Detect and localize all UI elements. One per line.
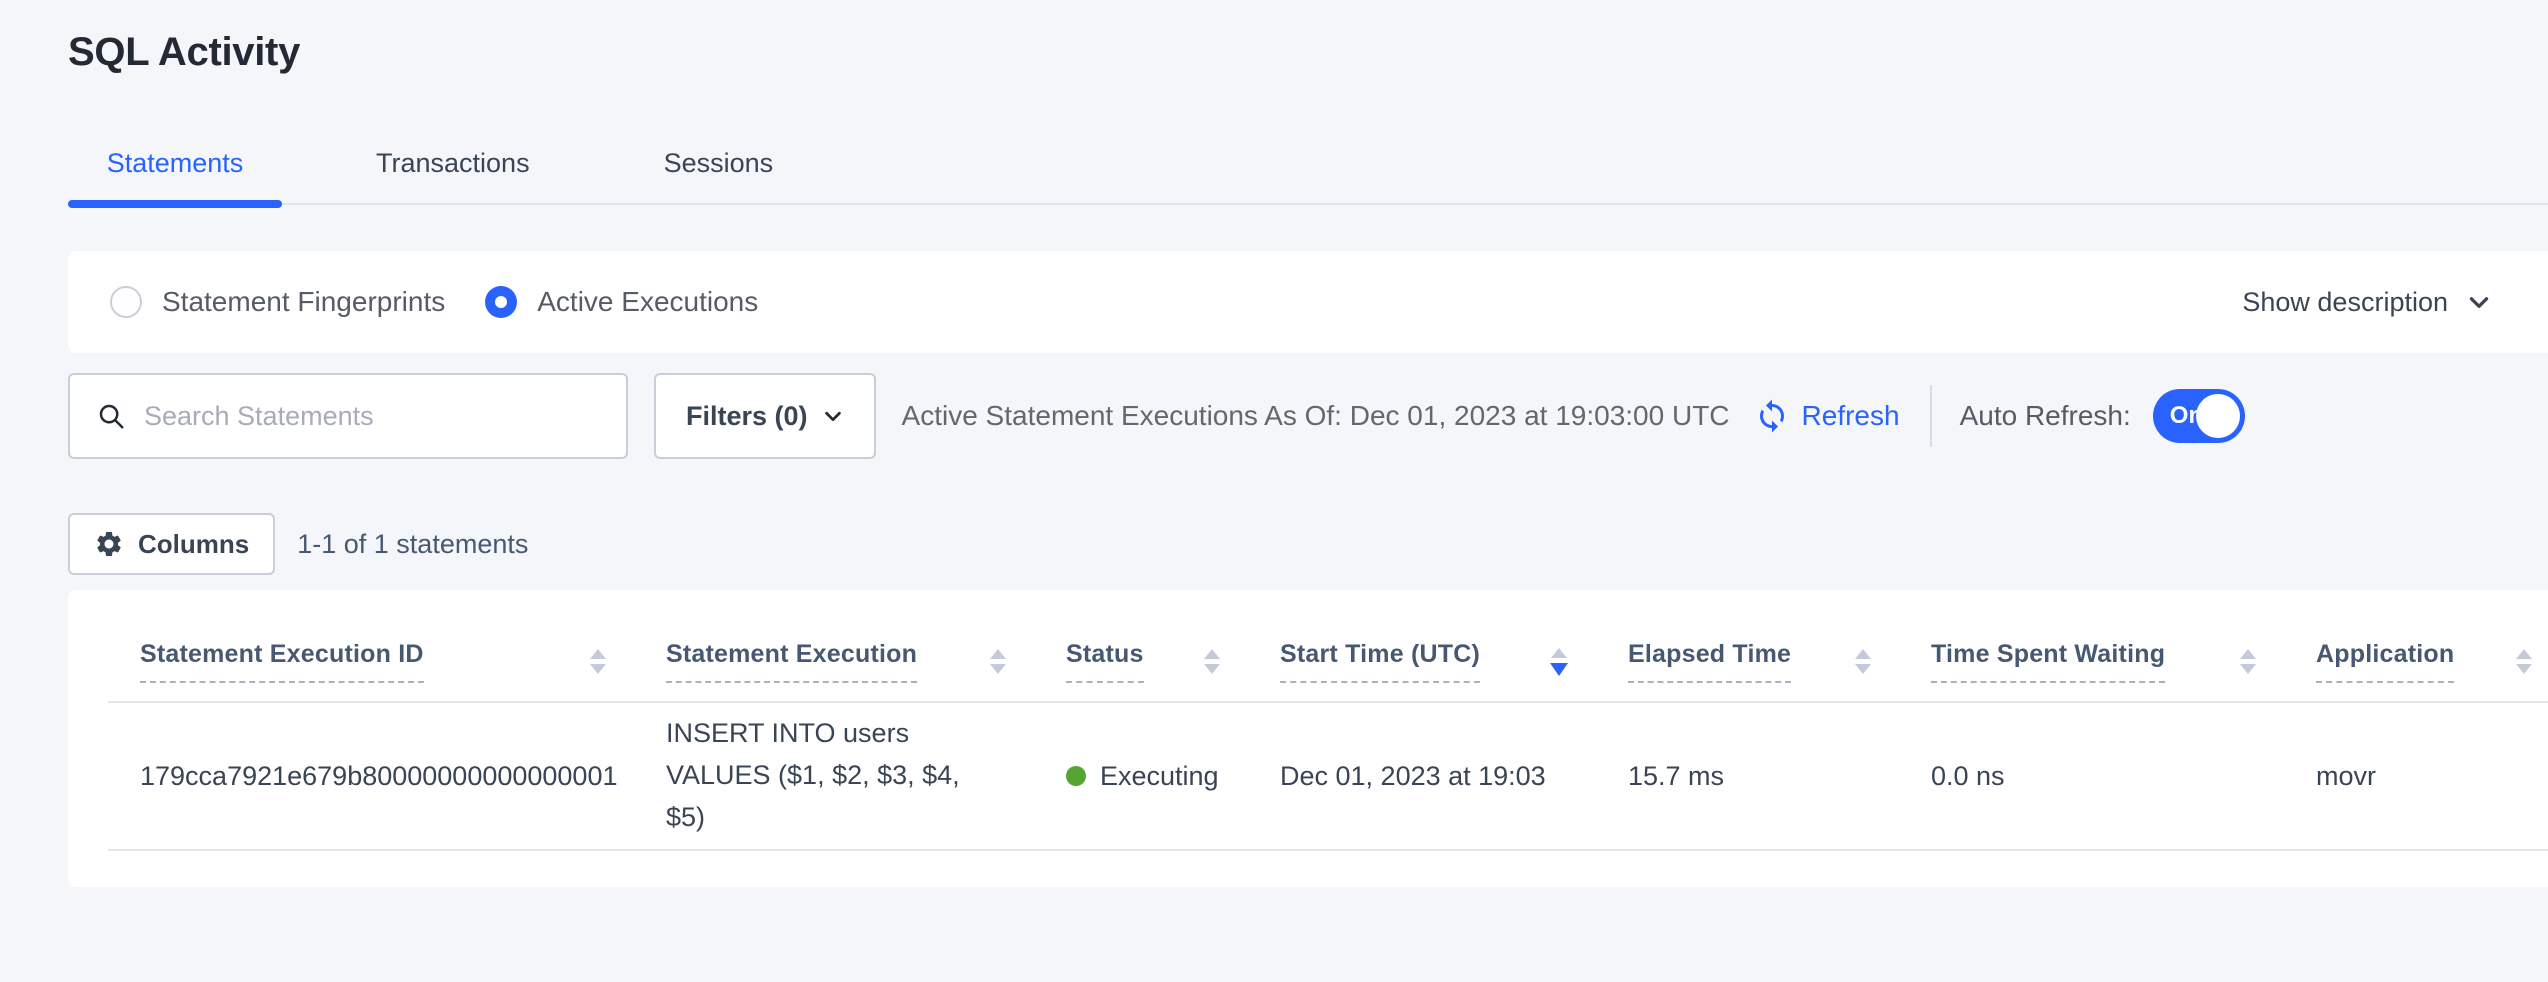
column-header-status[interactable]: Status xyxy=(1066,640,1280,683)
table-header-row: Statement Execution ID Statement Executi… xyxy=(108,590,2548,703)
tab-divider xyxy=(68,200,2548,208)
auto-refresh-label: Auto Refresh: xyxy=(1959,400,2131,431)
chevron-down-icon xyxy=(2469,297,2489,308)
auto-refresh-toggle[interactable]: On xyxy=(2152,389,2245,443)
page-title: SQL Activity xyxy=(68,30,301,74)
sort-arrows-icon xyxy=(2240,649,2256,674)
search-box[interactable] xyxy=(68,373,628,459)
column-header-statement-execution[interactable]: Statement Execution xyxy=(666,640,1066,683)
cell-elapsed-time: 15.7 ms xyxy=(1628,760,1725,791)
radio-unselected-icon[interactable] xyxy=(110,286,142,318)
status-dot-icon xyxy=(1066,766,1086,786)
chevron-down-icon xyxy=(824,411,841,422)
cell-execution-id: 179cca7921e679b80000000000000001 xyxy=(140,760,618,791)
column-header-elapsed-time[interactable]: Elapsed Time xyxy=(1628,640,1931,683)
column-header-application[interactable]: Application xyxy=(2316,640,2548,683)
view-mode-card: Statement Fingerprints Active Executions… xyxy=(68,251,2548,353)
radio-statement-fingerprints[interactable]: Statement Fingerprints xyxy=(110,286,445,318)
sort-arrows-icon xyxy=(590,649,606,674)
columns-label: Columns xyxy=(138,528,250,559)
tab-statements[interactable]: Statements xyxy=(106,148,244,178)
refresh-icon xyxy=(1759,399,1784,433)
sort-arrows-icon xyxy=(990,649,1006,674)
cell-status: Executing xyxy=(1066,761,1280,792)
radio-selected-icon[interactable] xyxy=(485,286,518,318)
as-of-timestamp: Active Statement Executions As Of: Dec 0… xyxy=(901,400,1730,431)
cell-start-time: Dec 01, 2023 at 19:03 xyxy=(1280,760,1546,791)
sort-arrows-icon xyxy=(1204,649,1220,674)
cell-application: movr xyxy=(2316,760,2376,791)
gear-icon xyxy=(97,532,121,556)
results-count: 1-1 of 1 statements xyxy=(297,528,529,559)
table-toolbar: Columns 1-1 of 1 statements xyxy=(68,513,2548,575)
search-input[interactable] xyxy=(144,400,606,432)
sort-arrows-icon xyxy=(1855,649,1871,674)
toggle-knob[interactable] xyxy=(2195,394,2240,438)
radio-statement-fingerprints-label: Statement Fingerprints xyxy=(162,286,446,317)
tab-transactions[interactable]: Transactions xyxy=(376,148,530,178)
cell-time-spent-waiting: 0.0 ns xyxy=(1931,760,2005,791)
table-row: 179cca7921e679b80000000000000001 INSERT … xyxy=(108,703,2548,851)
sort-arrows-desc-active-icon xyxy=(1550,647,1568,676)
tab-bar: Statements Transactions Sessions xyxy=(0,146,2548,203)
radio-active-executions[interactable]: Active Executions xyxy=(485,286,758,318)
show-description-label: Show description xyxy=(2242,286,2448,317)
tab-sessions[interactable]: Sessions xyxy=(663,148,774,178)
status-label: Executing xyxy=(1100,760,1219,791)
columns-button[interactable]: Columns xyxy=(68,513,276,575)
statements-table: Statement Execution ID Statement Executi… xyxy=(68,590,2548,887)
filters-label: Filters (0) xyxy=(686,400,808,431)
filters-button[interactable]: Filters (0) xyxy=(654,373,876,459)
search-icon xyxy=(99,404,124,429)
sort-arrows-icon xyxy=(2516,649,2532,674)
column-header-statement-execution-id[interactable]: Statement Execution ID xyxy=(140,640,666,683)
vertical-divider xyxy=(1929,385,1932,447)
refresh-label: Refresh xyxy=(1801,400,1900,431)
column-header-start-time[interactable]: Start Time (UTC) xyxy=(1280,640,1628,683)
show-description-toggle[interactable]: Show description xyxy=(2242,287,2492,318)
radio-active-executions-label: Active Executions xyxy=(537,286,759,317)
controls-row: Filters (0) Active Statement Executions … xyxy=(68,373,2548,459)
refresh-button[interactable]: Refresh xyxy=(1754,398,1900,434)
column-header-time-spent-waiting[interactable]: Time Spent Waiting xyxy=(1931,640,2316,683)
cell-statement: INSERT INTO users VALUES ($1, $2, $3, $4… xyxy=(666,718,960,832)
active-tab-indicator xyxy=(68,200,282,208)
